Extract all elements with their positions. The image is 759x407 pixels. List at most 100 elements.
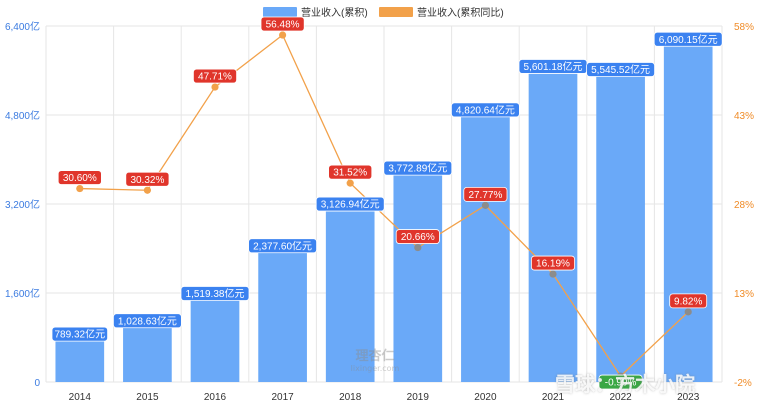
line-value-label-bg [598,374,643,390]
bar [663,43,713,382]
bar [55,338,105,382]
line-value-label-text: 30.32% [130,175,164,186]
bar-value-label-text: 1,028.63亿元 [118,314,177,327]
bar-value-label-bg [113,313,182,329]
right-axis-tick-label: -2% [734,378,752,389]
line-series [79,34,689,378]
bar-value-label-text: 5,601.18亿元 [524,60,583,73]
bar-value-label-text: 4,820.64亿元 [456,103,515,116]
line-point [414,243,422,252]
legend-label-bar: 营业收入(累积) [301,6,368,19]
x-axis-tick-label: 2023 [677,392,700,403]
bar [528,70,578,383]
x-axis-tick-label: 2018 [339,392,362,403]
bar-value-label-text: 3,126.94亿元 [321,198,380,211]
right-axis-tick-label: 13% [734,289,754,300]
line-point [211,83,219,91]
x-axis-tick-label: 2020 [474,392,497,403]
line-value-label: 16.19% [531,255,576,271]
legend-swatch-line [379,7,413,17]
bar [190,297,240,382]
line-value-label-bg [125,171,170,187]
x-axis-tick-label: 2019 [407,392,430,403]
x-axis-tick-label: 2015 [136,392,159,403]
line-value-label: 20.66% [395,229,440,244]
left-axis-tick-label: 1,600亿 [5,287,40,300]
right-axis-tick-label: 43% [734,111,754,122]
bar-value-label-text: 1,519.38亿元 [186,287,245,300]
line-value-label-bg [57,170,102,185]
line-value-label-text: 56.48% [266,20,300,31]
bar-value-label: 2,377.60亿元 [248,238,318,254]
line-value-label-bg [669,293,708,309]
x-axis-tick-label: 2016 [204,392,227,403]
bar [258,249,307,382]
line-value-label-text: 27.77% [468,190,502,201]
line-value-label-bg [531,255,576,271]
legend-swatch-bar [263,7,297,17]
line-value-label: 30.60% [57,170,102,185]
line-point [481,201,489,209]
bar-value-label: 6,090.15亿元 [653,31,723,47]
line-point [279,31,287,39]
bar-value-label-bg [653,31,723,47]
line-value-label: 31.52% [328,164,373,180]
bar-value-label-text: 789.32亿元 [55,328,106,341]
line-value-label-bg [395,229,440,244]
bar-value-label-bg [180,286,250,301]
x-axis-tick-label: 2022 [609,392,632,403]
line-value-label-text: 30.60% [63,173,97,184]
bar-value-label: 3,126.94亿元 [315,196,385,212]
left-axis-tick-label: 6,400亿 [5,20,40,33]
line-value-label: -0.99% [598,374,643,390]
line-value-label-bg [463,186,508,202]
line-value-label: 27.77% [463,186,508,202]
bar-value-label: 4,820.64亿元 [450,102,520,118]
bar-value-label-bg [51,326,108,342]
bar-value-label: 5,601.18亿元 [518,59,588,74]
bar-value-label-bg [315,196,385,212]
bar [325,208,375,382]
legend-label-line: 营业收入(累积同比) [417,6,504,19]
bar [461,113,510,382]
line-value-label: 9.82% [669,293,708,309]
line-value-label-text: 47.71% [198,72,232,83]
bar-value-label-bg [450,102,520,118]
x-axis-tick-label: 2017 [271,392,294,403]
line-point [143,186,151,194]
bar-value-label-bg [586,62,655,77]
right-axis-tick-label: 58% [734,22,754,33]
bar-value-label-text: 6,090.15亿元 [659,33,718,46]
line-value-label-text: 16.19% [536,259,570,270]
bar [123,324,172,382]
left-axis-tick-label: 3,200亿 [5,198,40,211]
line-point [346,179,354,187]
legend: 营业收入(累积) 营业收入(累积同比) [263,6,504,19]
line-value-label-text: 9.82% [674,296,702,307]
bar-value-label-bg [383,160,453,176]
bar-value-label: 1,028.63亿元 [113,313,182,329]
line-value-label: 47.71% [192,68,237,84]
right-axis-tick-label: 28% [734,200,754,211]
line-point [549,270,557,278]
bar [596,73,645,382]
line-point [76,184,84,193]
left-axis-tick-label: 0 [34,378,40,389]
x-axis-tick-label: 2014 [69,392,92,403]
line-point [684,308,692,316]
line-value-label: 30.32% [125,171,170,187]
bar-value-label: 5,545.52亿元 [586,62,655,77]
line-value-label: 56.48% [260,16,305,32]
bar-value-label: 789.32亿元 [51,326,108,342]
line-value-label-bg [260,16,305,32]
line-value-label-text: -0.99% [605,378,637,389]
bar-value-label-text: 3,772.89亿元 [388,162,447,175]
line-value-label-bg [192,68,237,84]
line-value-label-bg [328,164,373,180]
bar-value-label-bg [248,238,318,254]
left-axis-tick-label: 4,800亿 [5,109,40,122]
line-value-label-text: 20.66% [401,232,435,243]
bar-value-label: 1,519.38亿元 [180,286,250,301]
bar-value-label-text: 2,377.60亿元 [253,239,312,252]
